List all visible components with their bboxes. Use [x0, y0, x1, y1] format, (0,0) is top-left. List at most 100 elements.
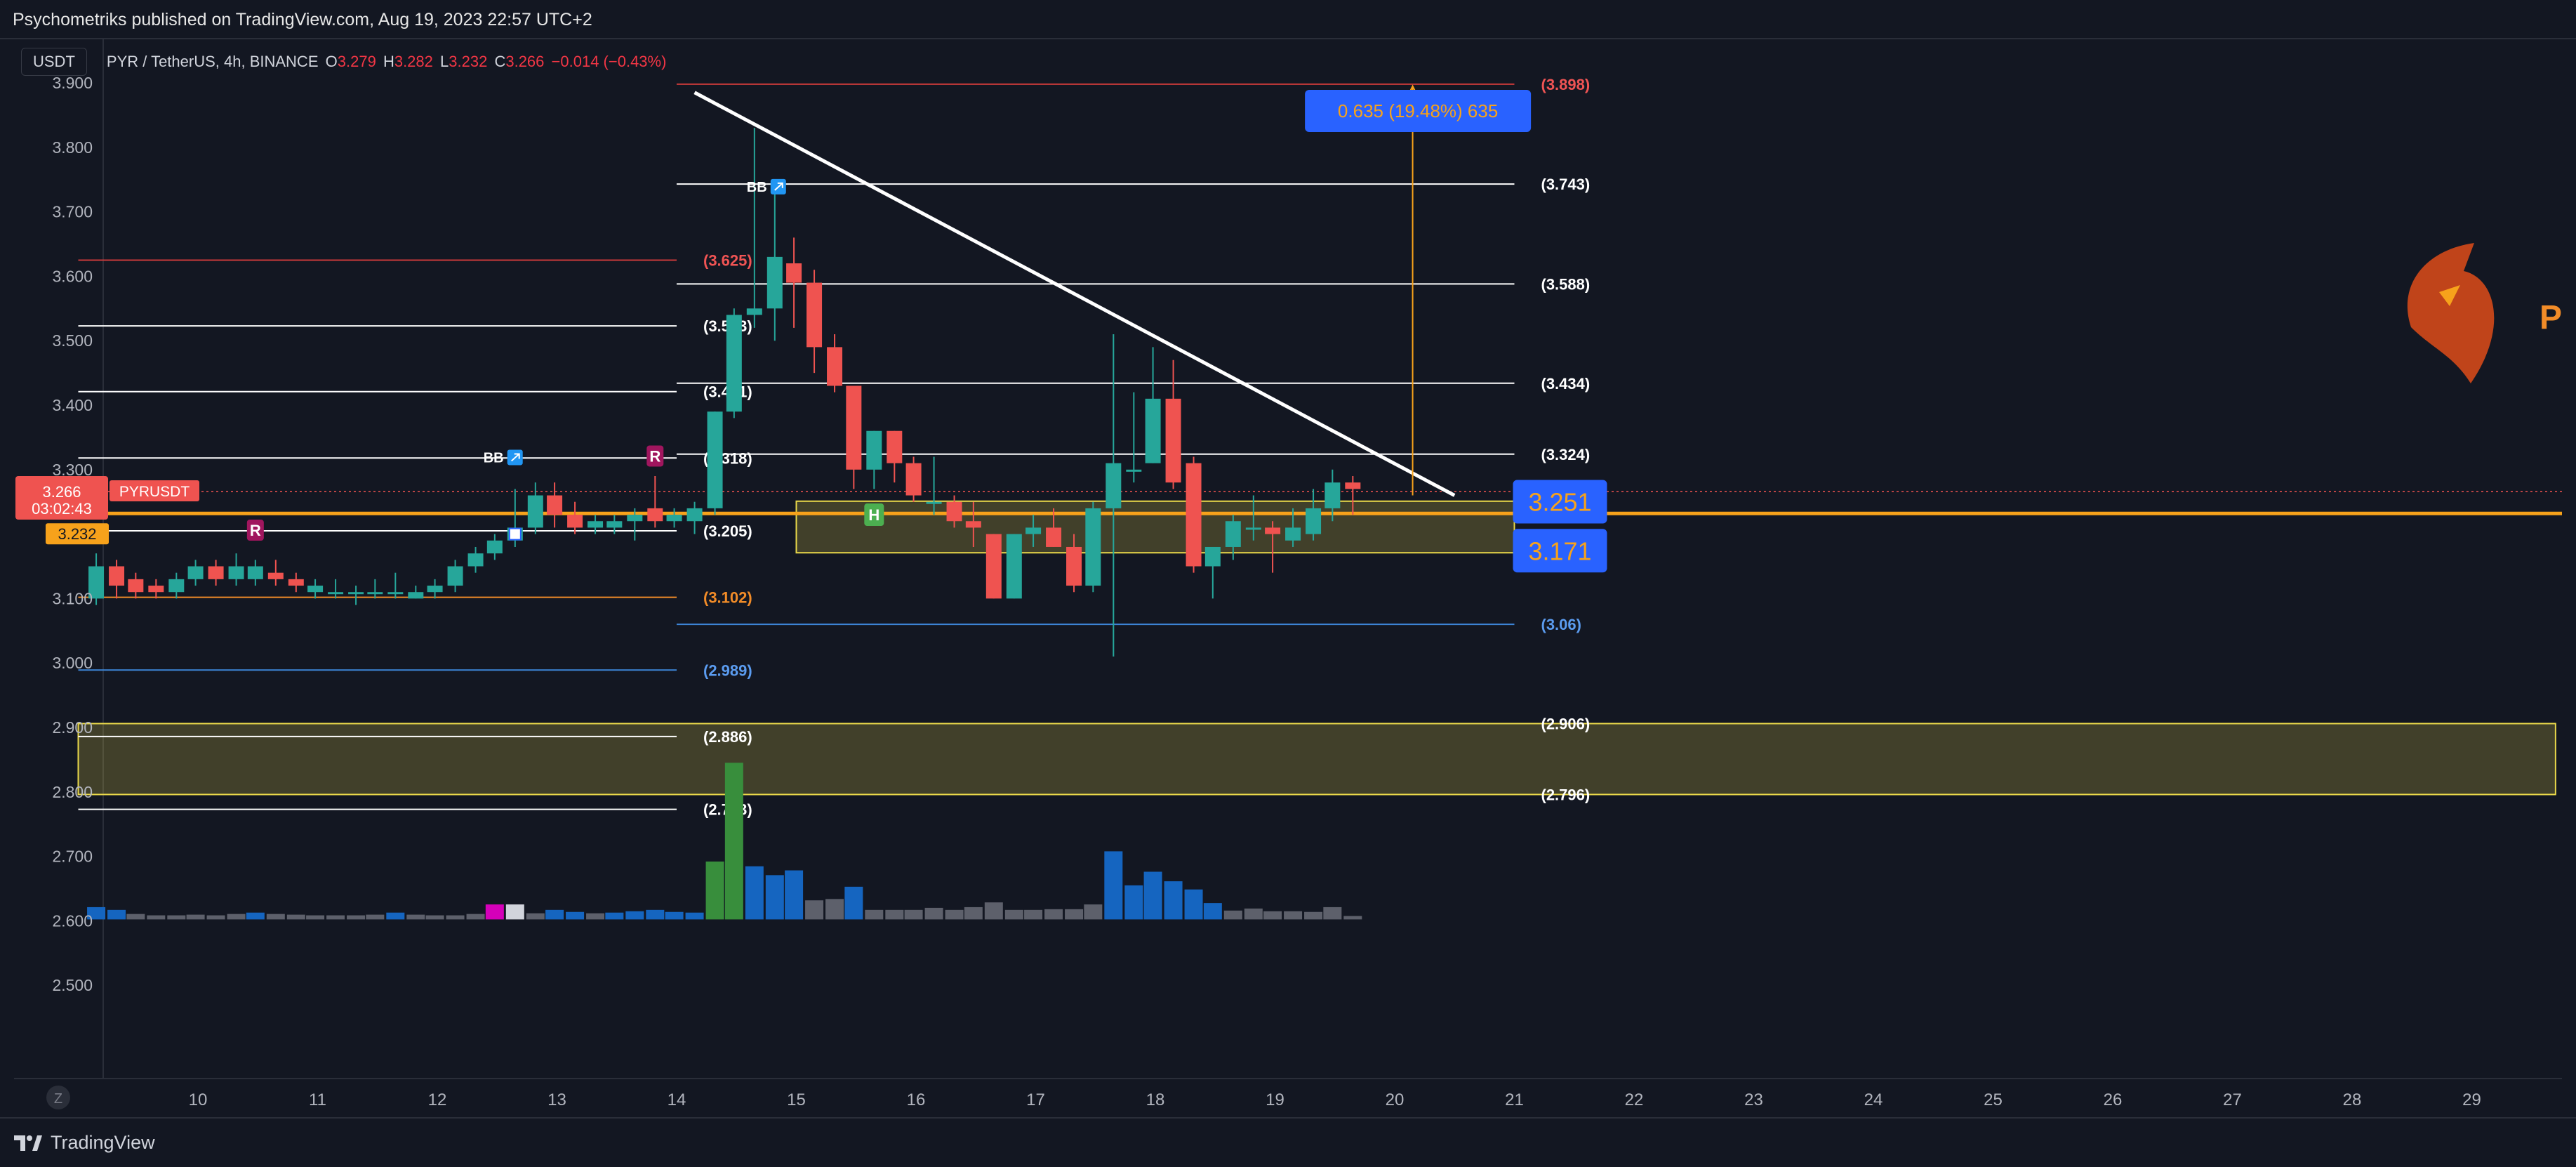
x-tick-label: 14: [668, 1090, 686, 1109]
y-tick-label: 3.500: [52, 331, 93, 350]
volume-bar: [844, 886, 863, 920]
price-box-upper: [1513, 480, 1607, 524]
x-tick-label: 22: [1625, 1090, 1644, 1109]
symbol-ohlc: PYR / TetherUS, 4h, BINANCE O3.279 H3.28…: [104, 53, 667, 71]
volume-bar: [425, 915, 444, 920]
zone-0: [77, 723, 2556, 796]
volume-bar: [765, 875, 784, 920]
candle-body: [965, 521, 981, 528]
footer-bar: TradingView: [0, 1117, 2576, 1167]
x-tick-label: 16: [907, 1090, 926, 1109]
volume-bar: [1304, 911, 1323, 920]
candle-body: [307, 586, 324, 593]
x-tick-label: 28: [2343, 1090, 2362, 1109]
last-price-label: 3.266: [42, 483, 81, 501]
volume-bar: [1203, 903, 1222, 920]
volume-bar: [805, 900, 824, 920]
trend-line: [693, 91, 1456, 497]
candle-body: [527, 495, 543, 528]
volume-bar: [167, 915, 186, 920]
candle-body: [1186, 463, 1202, 567]
candle-body: [467, 553, 484, 567]
volume-bar: [865, 909, 884, 920]
volume-bar: [1124, 885, 1143, 920]
candle-body: [1324, 482, 1341, 508]
candle-body: [647, 508, 663, 522]
volume-bar: [665, 911, 684, 920]
bb-marker-label: BB: [747, 180, 767, 195]
level-label: (2.886): [703, 728, 752, 746]
candle-body: [1106, 463, 1122, 508]
volume-bar: [1084, 904, 1103, 920]
volume-bar: [266, 914, 285, 920]
candle-body: [806, 282, 823, 348]
level-label: (3.205): [703, 522, 752, 540]
candle-body: [786, 263, 802, 283]
volume-bar: [705, 861, 724, 920]
x-tick-label: 13: [547, 1090, 566, 1109]
volume-bar: [206, 915, 225, 920]
candle-body: [887, 430, 903, 463]
volume-bar: [1164, 881, 1183, 920]
symbol-name: PYR / TetherUS, 4h, BINANCE: [106, 53, 319, 70]
volume-bar: [984, 902, 1003, 920]
logo-letter: P: [2540, 299, 2562, 336]
h-marker-box: [864, 503, 884, 527]
x-tick-label: 21: [1505, 1090, 1524, 1109]
x-tick-label: 19: [1266, 1090, 1284, 1109]
candle-body: [627, 515, 643, 522]
zone-1: [795, 500, 1515, 554]
y-tick-label: 3.100: [52, 589, 93, 607]
x-tick-label: 12: [428, 1090, 447, 1109]
change-value: −0.014 (−0.43%): [551, 53, 667, 70]
candle-body: [985, 534, 1002, 599]
candle-body: [367, 592, 383, 595]
candle-body: [1285, 527, 1301, 541]
candle-body: [288, 579, 304, 586]
volume-bar: [685, 912, 704, 920]
candle-body: [387, 592, 404, 595]
volume-bar: [227, 914, 246, 920]
candle-body: [1345, 482, 1361, 489]
chart-area[interactable]: (3.898)(3.743)(3.625)(3.588)(3.523)(3.43…: [14, 39, 2562, 1117]
volume-bar: [1004, 909, 1023, 920]
y-tick-label: 3.000: [52, 654, 93, 672]
candle-body: [328, 592, 344, 595]
candle-body: [946, 501, 962, 522]
bb-arrow-icon: [774, 182, 783, 191]
x-tick-label: 11: [309, 1090, 326, 1109]
volume-bar: [1065, 909, 1084, 920]
countdown-label: 03:02:43: [32, 500, 92, 517]
chart-header: USDT PYR / TetherUS, 4h, BINANCE O3.279 …: [21, 46, 666, 77]
candle-body: [267, 572, 284, 579]
y-tick-label: 3.600: [52, 267, 93, 285]
volume-bar: [1143, 871, 1162, 920]
y-tick-label: 3.800: [52, 138, 93, 157]
candle-body: [547, 495, 563, 515]
candle-body: [1165, 398, 1181, 483]
volume-bar: [785, 870, 804, 920]
volume-bar: [605, 912, 624, 920]
y-tick-label: 3.700: [52, 203, 93, 221]
candle-body: [846, 385, 862, 470]
candle-body: [1066, 546, 1082, 586]
candle-body: [926, 501, 942, 504]
bb-arrow-icon: [511, 453, 520, 462]
y-tick-label: 2.800: [52, 783, 93, 801]
candle-body: [567, 515, 583, 528]
volume-bar: [347, 915, 366, 920]
z-button-label: Z: [54, 1091, 62, 1107]
chart-canvas[interactable]: (3.898)(3.743)(3.625)(3.588)(3.523)(3.43…: [14, 39, 2562, 1117]
volume-bar: [904, 909, 923, 920]
dragon-eye-icon: [2439, 285, 2460, 306]
white-square-marker: [508, 527, 522, 541]
volume-bar: [526, 913, 545, 920]
r-marker-label: R: [250, 522, 261, 539]
low-tag-box: [46, 523, 109, 545]
volume-bar: [446, 915, 465, 920]
brand-name: TradingView: [51, 1132, 155, 1153]
r-marker-box: [646, 445, 664, 467]
y-tick-label: 2.600: [52, 911, 93, 930]
publish-text: Psychometriks published on TradingView.c…: [13, 10, 592, 29]
currency-button[interactable]: USDT: [21, 48, 87, 76]
